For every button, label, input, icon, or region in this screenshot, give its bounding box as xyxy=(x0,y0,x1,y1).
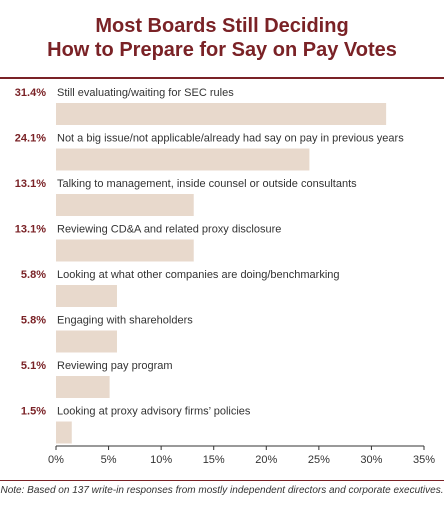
footer-divider xyxy=(0,480,444,481)
x-tick-label: 15% xyxy=(203,454,225,466)
chart-title-line-1: Most Boards Still Deciding xyxy=(95,15,349,37)
bar xyxy=(56,376,110,398)
x-tick-label: 5% xyxy=(101,454,117,466)
chart-title-line-2: How to Prepare for Say on Pay Votes xyxy=(47,39,397,61)
footnote: Note: Based on 137 write-in responses fr… xyxy=(0,485,444,496)
chart-title: Most Boards Still Deciding How to Prepar… xyxy=(0,14,444,62)
x-tick-label: 20% xyxy=(255,454,277,466)
category-label: Reviewing pay program xyxy=(57,360,173,372)
bar xyxy=(56,148,310,171)
x-tick-label: 35% xyxy=(413,454,435,466)
x-tick-label: 30% xyxy=(360,454,382,466)
x-tick-label: 0% xyxy=(48,454,64,466)
value-label: 5.1% xyxy=(21,360,46,372)
category-label: Talking to management, inside counsel or… xyxy=(57,178,357,190)
category-label: Reviewing CD&A and related proxy disclos… xyxy=(57,224,281,236)
bar xyxy=(56,421,72,444)
x-tick-label: 25% xyxy=(308,454,330,466)
value-label: 1.5% xyxy=(21,406,46,418)
bar xyxy=(56,285,117,307)
value-label: 24.1% xyxy=(15,133,46,145)
category-label: Looking at what other companies are doin… xyxy=(57,269,340,281)
value-label: 13.1% xyxy=(15,178,46,190)
value-label: 13.1% xyxy=(15,224,46,236)
value-label: 5.8% xyxy=(21,269,46,281)
bar-chart: 31.4% Still evaluating/waiting for SEC ru… xyxy=(15,87,435,466)
value-label: 31.4% xyxy=(15,87,46,99)
value-label: 5.8% xyxy=(21,315,46,327)
bar xyxy=(56,194,194,216)
category-label: Still evaluating/waiting for SEC rules xyxy=(57,87,234,99)
category-label: Engaging with shareholders xyxy=(57,315,193,327)
bar xyxy=(56,330,117,353)
title-divider xyxy=(0,77,444,79)
bar xyxy=(56,239,194,262)
category-label: Not a big issue/not applicable/already h… xyxy=(57,133,404,145)
bar xyxy=(56,103,387,125)
category-label: Looking at proxy advisory firms’ policie… xyxy=(57,406,251,418)
x-tick-label: 10% xyxy=(150,454,172,466)
